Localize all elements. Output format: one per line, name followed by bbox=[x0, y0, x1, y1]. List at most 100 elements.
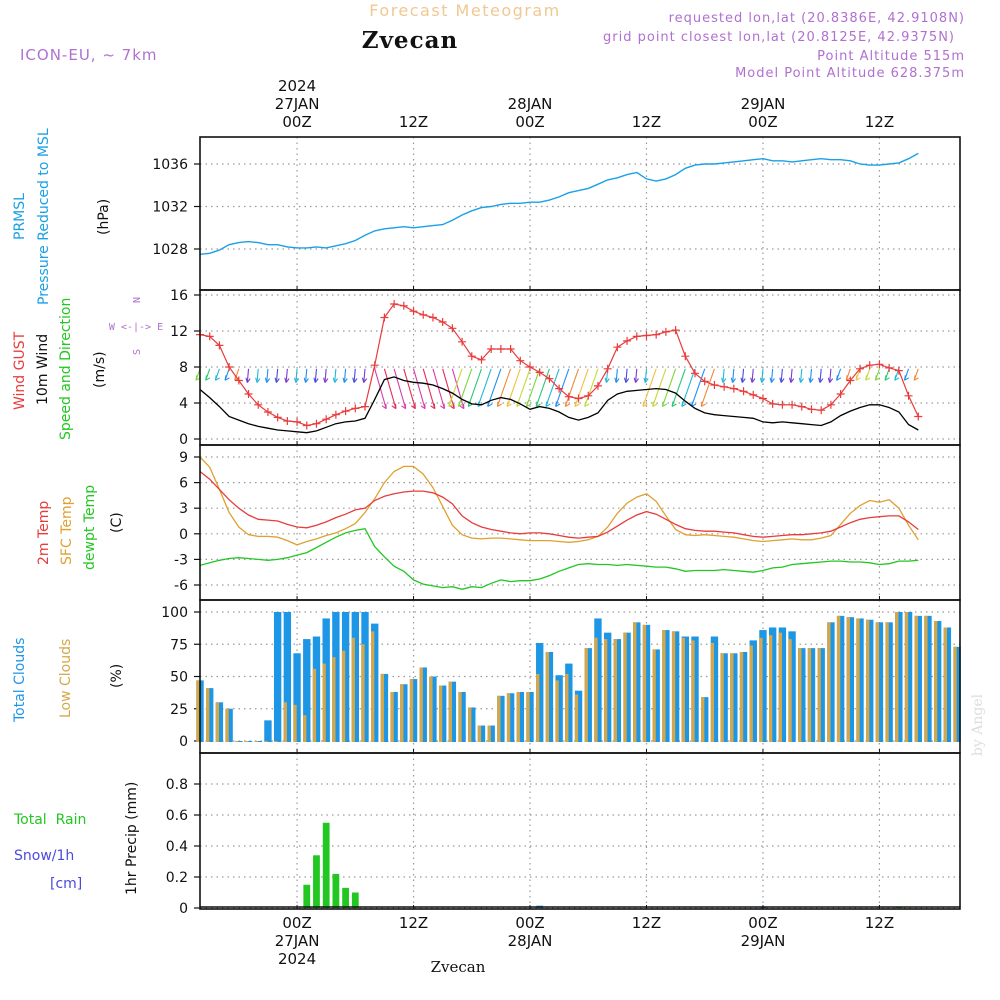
wind-direction-arrow bbox=[393, 368, 407, 410]
wind-arrow-head bbox=[555, 401, 561, 407]
wind-arrow-head bbox=[440, 403, 445, 410]
bar-total-cloud bbox=[798, 648, 806, 742]
wind-direction-arrow bbox=[448, 368, 463, 407]
gust-point bbox=[215, 341, 224, 350]
wind-direction-arrow bbox=[245, 368, 251, 383]
wind-direction-arrow bbox=[274, 368, 280, 383]
bar-total-cloud bbox=[565, 663, 573, 742]
bar-low-cloud bbox=[933, 621, 938, 742]
wind-arrow-head bbox=[381, 403, 387, 410]
series-dewpt-temp bbox=[199, 527, 919, 590]
bar-total-cloud bbox=[652, 649, 660, 742]
gust-point bbox=[584, 391, 593, 400]
bar-total-cloud bbox=[768, 627, 777, 742]
wind-direction-arrow bbox=[855, 368, 861, 381]
gust-point bbox=[370, 361, 379, 370]
bar-low-cloud bbox=[895, 612, 899, 742]
wind-arrow-head bbox=[643, 377, 649, 383]
footer-location: Zvecan bbox=[431, 958, 486, 976]
wind-direction-arrow bbox=[432, 368, 445, 410]
gust-point bbox=[603, 364, 612, 373]
bar-total-cloud bbox=[924, 615, 932, 742]
wind-arrow-shaft bbox=[574, 368, 589, 407]
gust-point bbox=[710, 381, 719, 389]
gust-point bbox=[564, 392, 573, 401]
total-clouds-label: Total Clouds bbox=[12, 638, 28, 723]
gust-point bbox=[788, 400, 797, 409]
bottom-time-label: 00Z bbox=[748, 914, 777, 932]
wind-direction-arrow bbox=[413, 368, 426, 410]
wind-direction-arrow bbox=[671, 368, 686, 407]
wind-direction-arrow bbox=[903, 368, 910, 381]
gust-point bbox=[487, 345, 496, 353]
wind-arrow-shaft bbox=[732, 368, 735, 383]
wind-arrow-head bbox=[574, 401, 580, 407]
wind-direction-arrow bbox=[574, 368, 589, 407]
wind-direction-arrow bbox=[205, 368, 211, 381]
bar-low-cloud bbox=[225, 708, 229, 742]
bar-low-cloud bbox=[196, 680, 200, 742]
location-title: Zvecan bbox=[362, 27, 458, 54]
wind-arrow-head bbox=[293, 377, 300, 383]
bar-total-cloud bbox=[594, 618, 602, 742]
top-time-label: 12Z bbox=[632, 113, 661, 131]
wind-arrow-head bbox=[303, 377, 309, 383]
gust-point bbox=[914, 412, 923, 421]
bar-total-cloud bbox=[371, 623, 379, 742]
wind-arrow-shaft bbox=[442, 368, 455, 409]
bar-low-cloud bbox=[390, 691, 394, 742]
bar-low-cloud bbox=[341, 650, 346, 742]
wind-arrow-shaft bbox=[770, 368, 774, 383]
y-tick-label: 8 bbox=[179, 360, 188, 376]
bar-low-cloud bbox=[759, 637, 763, 742]
bar-total-cloud bbox=[351, 612, 359, 742]
panel-0: 1028 1032 1036 bbox=[152, 136, 961, 291]
wind-arrow-head bbox=[448, 401, 454, 407]
bar-low-cloud bbox=[924, 615, 928, 742]
requested-point: requested lon,lat (20.8386E, 42.9108N) bbox=[669, 11, 965, 26]
wind-arrow-head bbox=[894, 375, 900, 381]
bar-low-cloud bbox=[371, 631, 375, 742]
bar-total-cloud bbox=[244, 741, 253, 742]
wind-arrow-head bbox=[458, 401, 464, 407]
wind-direction-arrow bbox=[403, 368, 416, 410]
wind-arrow-shaft bbox=[635, 368, 638, 383]
wind-arrow-shaft bbox=[526, 368, 541, 407]
bar-low-cloud bbox=[866, 619, 870, 742]
bar-low-cloud bbox=[701, 697, 705, 742]
bar-total-cloud bbox=[895, 612, 903, 742]
gust-point bbox=[807, 405, 816, 414]
bar-low-cloud bbox=[477, 725, 482, 742]
wind-direction-arrow bbox=[564, 368, 580, 407]
wind-arrow-head bbox=[681, 401, 687, 407]
gust-point bbox=[331, 410, 340, 419]
bar-low-cloud bbox=[885, 622, 889, 742]
wind-arrow-shaft bbox=[615, 368, 618, 383]
bottom-time-label: 12Z bbox=[865, 914, 894, 932]
gust-point bbox=[516, 356, 525, 365]
gust-point bbox=[865, 361, 874, 370]
bar-total-cloud bbox=[710, 636, 719, 742]
wind-arrow-head bbox=[496, 401, 503, 407]
bar-low-cloud bbox=[749, 645, 753, 742]
wind-direction-arrow bbox=[700, 368, 715, 407]
wind-direction-arrow bbox=[323, 368, 329, 383]
bar-low-cloud bbox=[380, 673, 385, 742]
bar-total-cloud bbox=[623, 632, 631, 742]
bar-total-cloud bbox=[526, 691, 534, 742]
gust-point bbox=[720, 382, 729, 391]
pressure-labels: PRMSL Pressure Reduced to MSL (hPa) bbox=[12, 128, 112, 305]
wind-arrow-shaft bbox=[477, 368, 492, 407]
wind-arrow-shaft bbox=[700, 368, 715, 407]
wind-arrow-head bbox=[769, 377, 775, 383]
bar-total-cloud bbox=[642, 624, 651, 742]
wind-direction-arrow bbox=[818, 368, 824, 383]
wind-arrow-head bbox=[410, 403, 416, 410]
bar-low-cloud bbox=[303, 715, 307, 742]
compass-rose: N W <-|-> E S bbox=[109, 297, 163, 355]
gust-point bbox=[632, 332, 641, 341]
y-tick-label: 6 bbox=[179, 476, 188, 492]
bar-total-cloud bbox=[866, 619, 874, 742]
gust-point bbox=[428, 313, 437, 322]
bar-low-cloud bbox=[662, 630, 666, 742]
